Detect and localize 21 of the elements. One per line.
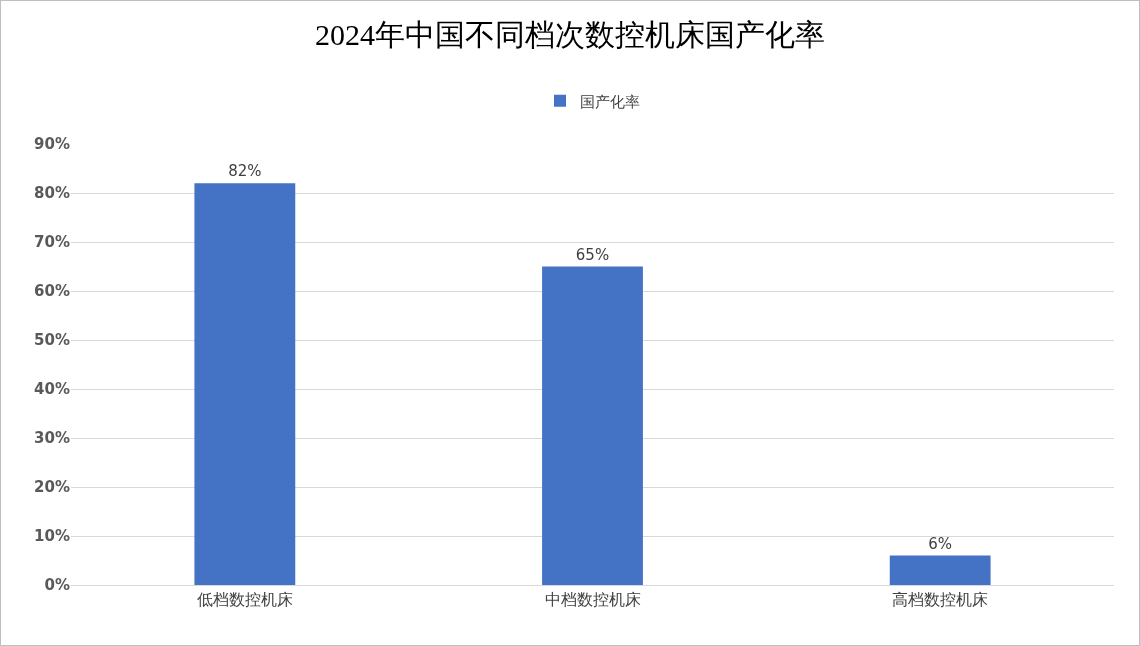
y-tick-label: 40% bbox=[34, 380, 70, 399]
y-tick-label: 90% bbox=[34, 135, 70, 154]
y-tick-label: 70% bbox=[34, 233, 70, 252]
x-tick-label: 中档数控机床 bbox=[544, 590, 641, 610]
y-tick-label: 50% bbox=[34, 331, 70, 350]
bar bbox=[194, 183, 296, 585]
data-label: 65% bbox=[575, 245, 610, 264]
bar bbox=[889, 555, 991, 585]
x-tick-label: 高档数控机床 bbox=[892, 590, 989, 610]
y-tick-label: 30% bbox=[34, 429, 70, 448]
chart-title: 2024年中国不同档次数控机床国产化率 bbox=[315, 17, 825, 51]
data-label: 82% bbox=[228, 162, 262, 181]
x-tick-label: 低档数控机床 bbox=[196, 590, 293, 610]
y-tick-label: 80% bbox=[34, 184, 70, 203]
y-tick-label: 20% bbox=[34, 478, 70, 497]
y-tick-label: 0% bbox=[44, 576, 70, 595]
bar bbox=[542, 266, 643, 585]
data-label: 6% bbox=[928, 534, 953, 553]
legend-label: 国产化率 bbox=[580, 92, 640, 111]
y-tick-label: 60% bbox=[34, 282, 70, 301]
y-tick-label: 10% bbox=[34, 527, 70, 546]
